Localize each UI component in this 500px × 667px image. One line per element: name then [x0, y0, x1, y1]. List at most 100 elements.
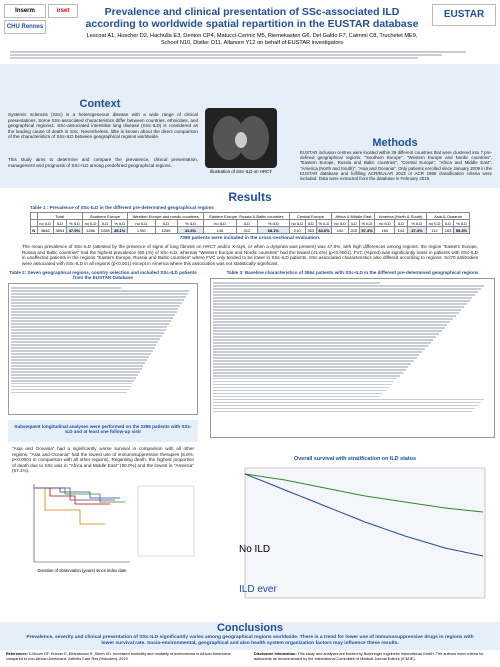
- disclosure-heading: Disclosure information:: [254, 652, 297, 656]
- table-cell: 1780: [127, 226, 156, 234]
- text-line: [213, 395, 381, 398]
- text-line: [213, 333, 439, 335]
- section-heading: Results: [228, 190, 272, 204]
- text-line: [213, 374, 400, 377]
- table-cell: 47.4%: [406, 226, 427, 234]
- text-line: [213, 282, 381, 284]
- text-line: [213, 345, 428, 347]
- text-line: [11, 320, 172, 322]
- table-header: Total: [36, 212, 83, 220]
- table-cell: 112: [425, 226, 444, 234]
- table-subheader: no ILD: [288, 219, 306, 227]
- conclusions-band: [0, 622, 500, 650]
- text-line: [11, 305, 181, 307]
- table-header: Southern Europe: [81, 212, 129, 220]
- header: Inserm CHU Rennes irset EUSTAR Prevalenc…: [0, 0, 500, 64]
- text-line: [11, 308, 179, 310]
- legend-label: ILD ever: [239, 584, 277, 595]
- table-1: Total Southern Europe Western Europe and n…: [30, 212, 471, 234]
- text-line: [213, 321, 451, 323]
- text-line: [213, 351, 423, 353]
- axis-label: Duration of observation (years) since in…: [38, 568, 128, 573]
- table-cell: 41.6%: [176, 226, 205, 234]
- text-line: [213, 362, 412, 365]
- text-line: [11, 362, 146, 364]
- text-line: [11, 350, 153, 352]
- table-cell: 152: [331, 226, 349, 234]
- logo: irset: [48, 4, 78, 18]
- text-line: [11, 290, 190, 292]
- table-subheader: % ILD: [406, 219, 427, 227]
- table-cell: 1098: [98, 226, 113, 234]
- results-summary: The mean prevalence of SSc-ILD (attested…: [22, 244, 478, 266]
- table-subheader: % ILD: [176, 219, 205, 227]
- table-subheader: no ILD: [331, 219, 349, 227]
- text-line: [11, 302, 183, 304]
- text-line: [213, 327, 445, 329]
- references-heading: References:: [6, 652, 28, 656]
- text-line: [213, 315, 456, 317]
- table-row: N 3846 3554 47.9% 1286 1098 45.1% 1780 1269 41.6%…: [30, 226, 471, 234]
- text-line: [11, 359, 148, 361]
- table-cell: 146: [203, 226, 237, 234]
- table-subheader: no ILD: [127, 219, 156, 227]
- logo: Inserm: [4, 4, 46, 18]
- text-line: [11, 293, 188, 295]
- table-subheader: ILD: [304, 219, 317, 227]
- text-line: [11, 332, 164, 334]
- text-line: [213, 354, 420, 356]
- table-header: Western Europe and nordic countries: [127, 212, 205, 220]
- text-line: [11, 356, 149, 358]
- hrct-image: [205, 108, 277, 168]
- table-row: Total Southern Europe Western Europe and n…: [30, 212, 471, 220]
- text-line: [213, 383, 392, 386]
- text-line: [11, 287, 122, 289]
- text-line: [11, 311, 177, 313]
- text-line: [11, 341, 159, 343]
- text-line: [213, 404, 479, 407]
- text-line: [213, 288, 481, 290]
- table-subheader: % ILD: [452, 219, 471, 227]
- text-line: [213, 407, 476, 410]
- table-subheader: ILD: [154, 219, 178, 227]
- context-text: Systemic sclerosis (SSc) is a heterogene…: [8, 112, 198, 140]
- disclosure: Disclosure information: This study and a…: [254, 652, 494, 661]
- affiliations: [10, 50, 490, 60]
- text-line: [213, 318, 453, 320]
- text-line: [213, 309, 462, 311]
- legend-label: No ILD: [239, 544, 270, 555]
- included-text: 7380 patients were included in the cross…: [179, 236, 321, 241]
- text-line: [213, 291, 479, 293]
- table-caption: Table 1 : Prevalence of SSc-ILD in the d…: [30, 205, 214, 210]
- hrct-drawing: [213, 116, 269, 160]
- text-line: [213, 401, 481, 404]
- table-header: Eastern Europe, Russia & Baltic countrie…: [203, 212, 290, 220]
- table-cell: 163: [442, 226, 454, 234]
- table-subheader: no ILD: [425, 219, 444, 227]
- text-line: [213, 389, 386, 392]
- disclosure-text: This study and analyses are funded by Bo…: [254, 652, 484, 661]
- text-line: [11, 338, 161, 340]
- table-header: Asia & Oceania: [425, 212, 471, 220]
- text-line: [11, 367, 142, 370]
- text-line: [213, 357, 417, 359]
- authors: Lescoat A1, Huscher D2, Hachulla E3, Den…: [86, 33, 418, 46]
- text-line: [11, 335, 162, 337]
- figure-caption: Illustration of SSc-ILD on HRCT: [210, 169, 272, 174]
- table-cell: 363: [304, 226, 317, 234]
- text-line: [213, 342, 431, 344]
- text-line: [213, 330, 442, 332]
- table-cell: 1269: [154, 226, 178, 234]
- km-plot-regions: Duration of observation (years) since in…: [33, 484, 195, 573]
- text-line: [213, 392, 384, 395]
- table-cell: 210: [288, 226, 306, 234]
- table-subheader: ILD: [394, 219, 408, 227]
- table-header: America (North & South): [374, 212, 427, 220]
- table-subheader: ILD: [235, 219, 259, 227]
- table-cell: 205: [347, 226, 360, 234]
- text-line: [213, 365, 409, 368]
- table-subheader: no ILD: [374, 219, 396, 227]
- table-3: [210, 278, 495, 438]
- aim-text: This study aims to determine and compare…: [8, 157, 198, 168]
